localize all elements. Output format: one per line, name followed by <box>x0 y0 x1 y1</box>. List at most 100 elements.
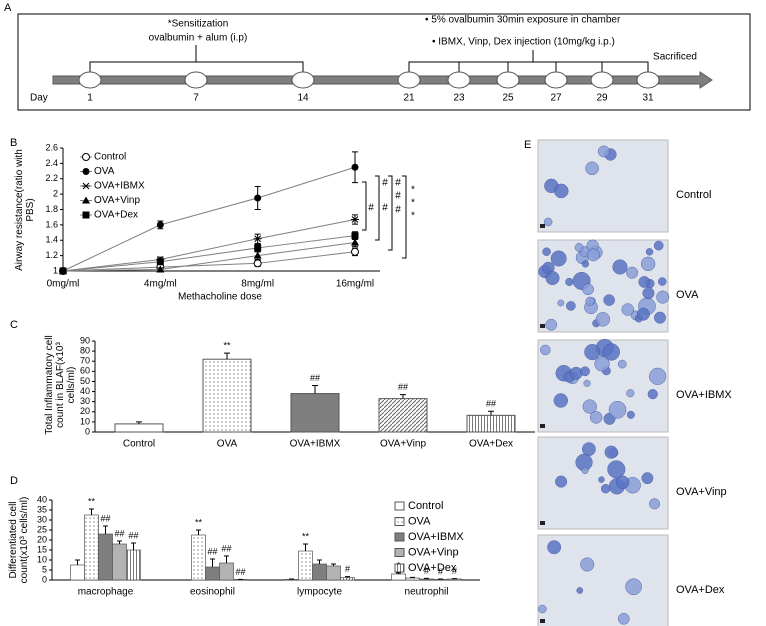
significance-mark: # <box>395 191 401 202</box>
significance-mark: # <box>424 566 429 576</box>
treatment: • 5% ovalbumin 30min exposure in chamber <box>425 15 621 26</box>
x-tick-label: 8mg/ml <box>241 279 274 290</box>
series-line <box>62 219 356 272</box>
cell <box>653 311 666 324</box>
cell <box>608 401 627 419</box>
x-tick-label: 16mg/ml <box>336 279 374 290</box>
data-point <box>253 259 262 268</box>
bar <box>340 577 355 581</box>
bar <box>205 566 220 581</box>
scale-bar <box>540 224 545 228</box>
error-bar <box>210 558 215 567</box>
y-tick-label: 1.2 <box>45 250 58 260</box>
error-bar <box>488 410 494 416</box>
significance-mark: # <box>395 178 401 189</box>
error-bar <box>196 529 201 535</box>
panel-label: E <box>524 139 531 151</box>
bar <box>290 393 340 433</box>
legend-swatch <box>394 517 405 526</box>
day-number: 27 <box>550 93 562 104</box>
image-label: OVA+IBMX <box>676 389 732 401</box>
data-point <box>351 216 359 223</box>
image-label: OVA+Vinp <box>676 486 727 498</box>
cell <box>557 299 565 307</box>
cell <box>584 343 601 361</box>
cell <box>626 389 635 398</box>
significance-mark: ## <box>114 528 124 538</box>
y-tick-label: 2.6 <box>45 142 58 152</box>
error-bar <box>117 540 122 544</box>
cell <box>574 243 584 252</box>
data-point <box>254 194 262 202</box>
series-line <box>62 166 356 272</box>
data-point <box>253 251 262 259</box>
cell <box>626 266 639 279</box>
legend-marker <box>82 182 90 190</box>
scale-bar <box>540 619 545 623</box>
cell <box>538 604 547 614</box>
error-bar <box>224 352 230 360</box>
error-bar <box>303 543 308 551</box>
bar <box>419 578 434 581</box>
error-bar <box>131 542 136 550</box>
data-point <box>351 232 359 240</box>
cell <box>587 248 600 262</box>
legend-marker <box>82 168 90 175</box>
cell <box>595 312 611 327</box>
image-label: OVA+Dex <box>676 584 725 596</box>
cell <box>626 410 635 419</box>
bar <box>202 358 252 433</box>
y-axis-title: Differentiated cell count(x10³ cells/ml) <box>8 496 30 584</box>
cell <box>585 296 595 306</box>
cell <box>580 366 590 377</box>
error-bar <box>312 384 318 394</box>
bar <box>219 562 234 581</box>
data-point <box>156 258 164 266</box>
legend-swatch <box>394 501 405 511</box>
cell <box>566 301 576 311</box>
day-number: 1 <box>87 93 93 104</box>
x-tick-label: 4mg/ml <box>144 279 177 290</box>
cell <box>542 247 551 256</box>
panel-label: B <box>10 137 17 149</box>
day-node <box>544 71 568 89</box>
bracket-lines <box>89 45 649 259</box>
cell <box>553 393 569 408</box>
cell <box>555 475 568 488</box>
cell <box>545 318 558 331</box>
x-tick-label: OVA+Dex <box>469 439 513 450</box>
error-bar <box>224 555 229 563</box>
significance-mark: ## <box>310 373 320 383</box>
series-line <box>62 235 356 272</box>
cell <box>582 283 594 296</box>
significance-mark: ** <box>223 341 231 351</box>
error-bar <box>410 576 415 578</box>
legend-label: OVA+IBMX <box>408 531 464 543</box>
panel-a-frame <box>17 13 751 111</box>
y-tick-label: 25 <box>37 524 47 534</box>
data-point <box>59 267 67 275</box>
y-tick-label: 30 <box>80 396 90 406</box>
y-tick-label: 10 <box>80 416 90 426</box>
cell <box>580 557 595 572</box>
cell <box>581 466 589 474</box>
significance-mark: * <box>411 211 415 222</box>
legend-label: Control <box>408 500 443 512</box>
cell <box>607 460 626 479</box>
legend-marker <box>82 211 90 219</box>
cell <box>600 483 611 494</box>
cell <box>647 389 658 400</box>
bar <box>112 543 127 581</box>
cell <box>625 578 642 596</box>
series-line <box>62 251 356 272</box>
legend-label: OVA+Dex <box>94 210 138 221</box>
data-point <box>156 221 164 229</box>
x-tick-label: Control <box>123 439 155 450</box>
y-tick-label: 10 <box>37 554 47 564</box>
day-number: 29 <box>596 93 608 104</box>
cell <box>543 217 553 227</box>
y-tick-label: 5 <box>42 564 47 574</box>
significance-mark: # <box>382 203 388 214</box>
y-tick-label: 1 <box>53 265 58 275</box>
error-bar <box>400 394 406 399</box>
